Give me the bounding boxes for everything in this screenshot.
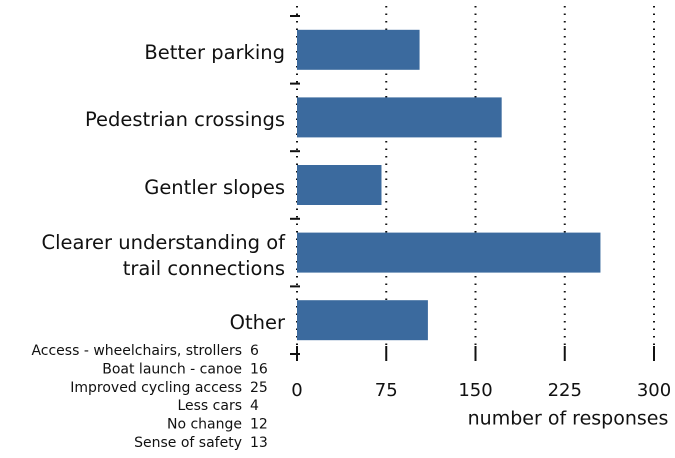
- bar: [297, 165, 382, 205]
- bar: [297, 97, 502, 138]
- category-label: Pedestrian crossings: [84, 108, 285, 132]
- x-tick-label: 75: [375, 380, 398, 401]
- annotation-label: Less cars: [177, 398, 242, 414]
- annotation-value: 16: [250, 361, 268, 377]
- annotation-value: 13: [250, 435, 268, 451]
- category-label: Gentler slopes: [144, 175, 285, 199]
- annotation-value: 6: [250, 343, 259, 359]
- annotation-label: Boat launch - canoe: [102, 361, 242, 377]
- annotation-label: Improved cycling access: [70, 380, 242, 396]
- annotation-value: 4: [250, 398, 259, 414]
- x-tick-label: 225: [548, 380, 582, 401]
- annotation-value: 25: [250, 380, 268, 396]
- category-label: Clearer understanding of trail connectio…: [41, 230, 285, 280]
- annotation-label: Sense of safety: [134, 435, 242, 451]
- annotation-value: 12: [250, 417, 268, 433]
- bar: [297, 29, 420, 70]
- bar: [297, 232, 601, 273]
- x-tick-label: 300: [637, 380, 671, 401]
- annotation-label: No change: [167, 417, 242, 433]
- x-axis-label: number of responses: [468, 408, 669, 430]
- category-label: Other: [229, 311, 285, 335]
- annotation-label: Access - wheelchairs, strollers: [31, 343, 242, 359]
- x-tick-label: 150: [458, 380, 492, 401]
- x-tick-label: 0: [291, 380, 302, 401]
- bar: [297, 300, 428, 341]
- category-label: Better parking: [144, 40, 285, 64]
